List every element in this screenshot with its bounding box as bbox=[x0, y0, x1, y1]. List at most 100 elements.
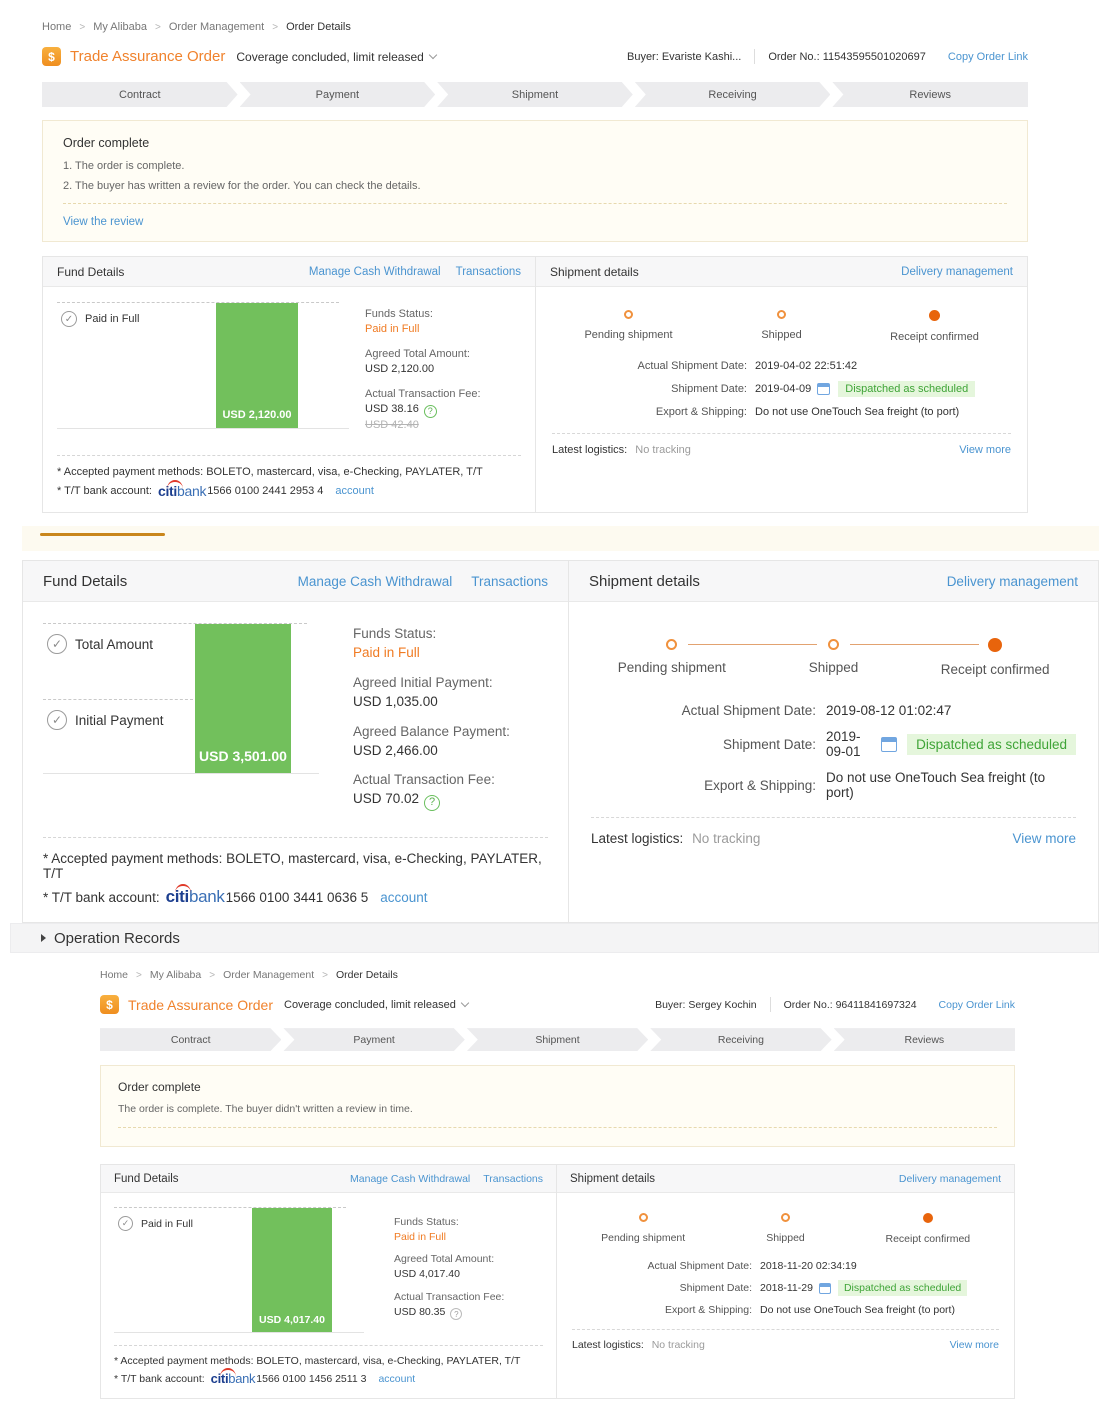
breadcrumb-order-management[interactable]: Order Management bbox=[168, 21, 265, 33]
payment-progress-chart: Paid in Full USD 2,120.00 bbox=[57, 302, 349, 429]
agreed-balance-payment-item: Agreed Balance Payment: USD 2,466.00 bbox=[353, 723, 510, 758]
bank-account-number: 1566 0100 3441 0636 5 bbox=[225, 889, 369, 905]
actual-shipment-date-row: Actual Shipment Date: 2018-11-20 02:34:1… bbox=[647, 1260, 857, 1273]
breadcrumb-my-alibaba[interactable]: My Alibaba bbox=[93, 21, 147, 33]
shipment-step-shipped: Shipped bbox=[753, 638, 915, 677]
transactions-link[interactable]: Transactions bbox=[483, 1172, 543, 1185]
manage-cash-withdrawal-link[interactable]: Manage Cash Withdrawal bbox=[308, 265, 441, 278]
shipment-step-shipped: Shipped bbox=[705, 310, 858, 343]
accepted-payment-methods: * Accepted payment methods: BOLETO, mast… bbox=[57, 466, 483, 479]
fund-info: Funds Status: Paid in Full Agreed Total … bbox=[365, 302, 481, 442]
export-shipping-row: Export & Shipping: Do not use OneTouch S… bbox=[655, 406, 960, 418]
view-more-link[interactable]: View more bbox=[949, 1339, 999, 1352]
breadcrumb-order-management[interactable]: Order Management bbox=[223, 969, 315, 982]
view-more-link[interactable]: View more bbox=[959, 444, 1011, 456]
step-dot-icon bbox=[922, 1213, 933, 1224]
fund-details-title: Fund Details bbox=[57, 264, 125, 279]
delivery-management-link[interactable]: Delivery management bbox=[898, 1172, 1001, 1185]
shipment-date-row: Shipment Date: 2018-11-29 Dispatched as … bbox=[572, 1280, 999, 1297]
order-header: Trade Assurance Order Coverage concluded… bbox=[42, 47, 1028, 66]
fund-details-panel: Fund Details Manage Cash Withdrawal Tran… bbox=[22, 560, 569, 924]
buyer-name: Buyer: Sergey Kochin bbox=[655, 998, 757, 1011]
buyer-name: Buyer: Evariste Kashi... bbox=[626, 50, 742, 63]
order-header: Trade Assurance Order Coverage concluded… bbox=[100, 995, 1015, 1015]
checkpoint-total-amount: Total Amount bbox=[47, 634, 153, 655]
notice-title: Order complete bbox=[63, 136, 150, 150]
export-shipping-row: Export & Shipping: Do not use OneTouch S… bbox=[665, 1304, 955, 1317]
step-dot-icon bbox=[828, 639, 839, 651]
detail-panels: Fund Details Manage Cash Withdrawal Tran… bbox=[22, 560, 1099, 924]
account-link[interactable]: account bbox=[335, 485, 374, 498]
breadcrumb-home[interactable]: Home bbox=[100, 969, 129, 982]
logistics-footer: Latest logistics: No tracking View more bbox=[572, 1339, 999, 1352]
checkpoint-paid-in-full: Paid in Full bbox=[118, 1216, 193, 1232]
funds-status-value: Paid in Full bbox=[394, 1230, 446, 1243]
step-dot-icon bbox=[777, 310, 786, 319]
view-more-link[interactable]: View more bbox=[1012, 831, 1076, 847]
breadcrumb-my-alibaba[interactable]: My Alibaba bbox=[149, 969, 202, 982]
checkpoint-initial-payment: Initial Payment bbox=[47, 710, 164, 731]
dashed-divider bbox=[591, 817, 1076, 819]
chart-baseline bbox=[57, 428, 349, 429]
divider bbox=[769, 997, 771, 1013]
account-link[interactable]: account bbox=[378, 1372, 416, 1385]
shipment-step-receipt-confirmed: Receipt confirmed bbox=[914, 638, 1076, 677]
agreed-total-item: Agreed Total Amount: USD 2,120.00 bbox=[365, 347, 470, 376]
breadcrumb-home[interactable]: Home bbox=[42, 21, 72, 33]
transactions-link[interactable]: Transactions bbox=[455, 265, 521, 278]
amount-bar: USD 4,017.40 bbox=[252, 1208, 332, 1333]
help-icon[interactable] bbox=[424, 795, 441, 812]
copy-order-link[interactable]: Copy Order Link bbox=[938, 998, 1015, 1011]
fund-details-header: Fund Details Manage Cash Withdrawal Tran… bbox=[43, 257, 535, 287]
shipment-details-title: Shipment details bbox=[570, 1172, 656, 1185]
fund-body: Paid in Full USD 4,017.40 Funds Status: … bbox=[101, 1193, 556, 1334]
order-complete-notice: Order complete The order is complete. Th… bbox=[100, 1065, 1015, 1148]
operation-records-toggle[interactable]: Operation Records bbox=[10, 923, 1099, 954]
transactions-link[interactable]: Transactions bbox=[471, 573, 548, 589]
shipment-details-panel: Shipment details Delivery management Pen… bbox=[556, 1164, 1015, 1400]
calendar-icon bbox=[881, 736, 898, 752]
amount-bar: USD 2,120.00 bbox=[216, 303, 298, 428]
help-icon[interactable] bbox=[423, 404, 437, 418]
coverage-status-dropdown[interactable]: Coverage concluded, limit released bbox=[236, 49, 424, 64]
help-icon[interactable] bbox=[450, 1308, 463, 1321]
funds-status-item: Funds Status: Paid in Full bbox=[394, 1215, 504, 1244]
manage-cash-withdrawal-link[interactable]: Manage Cash Withdrawal bbox=[297, 573, 453, 589]
order-section-2: Fund Details Manage Cash Withdrawal Tran… bbox=[10, 560, 1099, 954]
calendar-icon bbox=[818, 1282, 831, 1294]
step-payment: Payment bbox=[240, 82, 436, 107]
delivery-management-link[interactable]: Delivery management bbox=[946, 573, 1078, 589]
step-contract: Contract bbox=[42, 82, 238, 107]
export-shipping-row: Export & Shipping: Do not use OneTouch S… bbox=[704, 770, 1046, 801]
delivery-management-link[interactable]: Delivery management bbox=[901, 265, 1013, 278]
transaction-fee-item: Actual Transaction Fee: USD 38.16 USD 42… bbox=[365, 387, 481, 434]
step-receiving: Receiving bbox=[635, 82, 831, 107]
dispatched-badge: Dispatched as scheduled bbox=[837, 1280, 968, 1297]
citibank-arc bbox=[174, 884, 191, 893]
copy-order-link[interactable]: Copy Order Link bbox=[947, 50, 1028, 63]
coverage-status-dropdown[interactable]: Coverage concluded, limit released bbox=[284, 998, 456, 1011]
dashed-divider bbox=[63, 203, 1007, 204]
shipment-details-header: Shipment details Delivery management bbox=[536, 257, 1027, 287]
account-link[interactable]: account bbox=[380, 889, 428, 905]
manage-cash-withdrawal-link[interactable]: Manage Cash Withdrawal bbox=[350, 1172, 471, 1185]
step-payment: Payment bbox=[283, 1028, 464, 1051]
check-circle-icon bbox=[47, 710, 67, 731]
shipment-progress: Pending shipment Shipped Receipt confirm… bbox=[572, 1213, 999, 1245]
shipment-detail-rows: Actual Shipment Date: 2019-08-12 01:02:4… bbox=[591, 703, 1076, 800]
bank-account-number: 1566 0100 1456 2511 3 bbox=[256, 1372, 367, 1385]
shipment-details-title: Shipment details bbox=[550, 264, 639, 279]
shipment-detail-rows: Actual Shipment Date: 2018-11-20 02:34:1… bbox=[572, 1260, 999, 1316]
previous-fee-strikethrough: USD 42.40 bbox=[365, 418, 419, 431]
breadcrumb-order-details: Order Details bbox=[335, 969, 398, 982]
shipment-date-row: Shipment Date: 2019-04-09 Dispatched as … bbox=[552, 381, 1011, 397]
breadcrumb-order-details: Order Details bbox=[286, 21, 351, 33]
chart-baseline bbox=[43, 773, 319, 775]
triangle-right-icon bbox=[41, 934, 46, 943]
check-circle-icon bbox=[118, 1216, 133, 1232]
view-review-link[interactable]: View the review bbox=[63, 216, 144, 228]
progress-connector bbox=[849, 644, 980, 646]
fund-details-header: Fund Details Manage Cash Withdrawal Tran… bbox=[101, 1165, 556, 1194]
dashed-divider bbox=[114, 1345, 543, 1347]
